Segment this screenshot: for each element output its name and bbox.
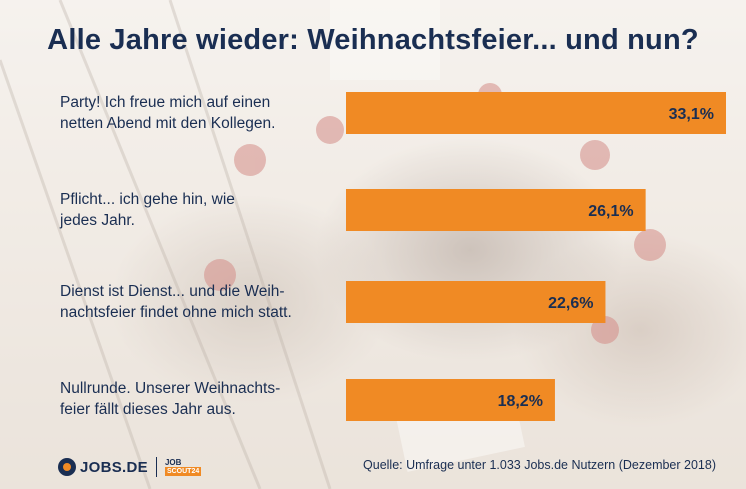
category-label: Nullrunde. Unserer Weihnachts- feier fäl… <box>60 378 340 420</box>
category-label: Pflicht... ich gehe hin, wie jedes Jahr. <box>60 189 340 231</box>
bar <box>346 189 646 231</box>
category-label-line: Pflicht... ich gehe hin, wie <box>60 191 235 208</box>
bar <box>346 281 606 323</box>
category-label-line: Party! Ich freue mich auf einen <box>60 94 271 111</box>
jobsde-logo-icon <box>58 458 76 476</box>
chart-title: Alle Jahre wieder: Weihnachtsfeier... un… <box>47 24 699 56</box>
jobscout24-badge: JOB SCOUT24 <box>164 458 202 476</box>
category-label-line: nachtsfeier findet ohne mich statt. <box>60 304 292 321</box>
data-label: 33,1% <box>669 106 714 123</box>
data-label: 22,6% <box>548 295 593 312</box>
logo-wordmark: JOBS.DE <box>80 458 148 476</box>
bar <box>346 379 555 421</box>
category-label: Party! Ich freue mich auf einen netten A… <box>60 92 340 134</box>
logo-divider <box>155 457 157 477</box>
category-label-line: Nullrunde. Unserer Weihnachts- <box>60 380 281 397</box>
jobsde-logo: JOBS.DE JOB SCOUT24 <box>58 456 202 478</box>
bar <box>346 92 726 134</box>
category-label-line: feier fällt dieses Jahr aus. <box>60 401 236 418</box>
data-label: 18,2% <box>498 393 543 410</box>
source-note: Quelle: Umfrage unter 1.033 Jobs.de Nutz… <box>363 458 716 472</box>
category-label: Dienst ist Dienst... und die Weih- nacht… <box>60 281 340 323</box>
category-label-line: jedes Jahr. <box>60 212 135 229</box>
category-label-line: Dienst ist Dienst... und die Weih- <box>60 283 285 300</box>
data-label: 26,1% <box>588 203 633 220</box>
badge-top-text: JOB <box>164 458 182 467</box>
category-label-line: netten Abend mit den Kollegen. <box>60 115 276 132</box>
badge-bottom-text: SCOUT24 <box>164 467 202 476</box>
